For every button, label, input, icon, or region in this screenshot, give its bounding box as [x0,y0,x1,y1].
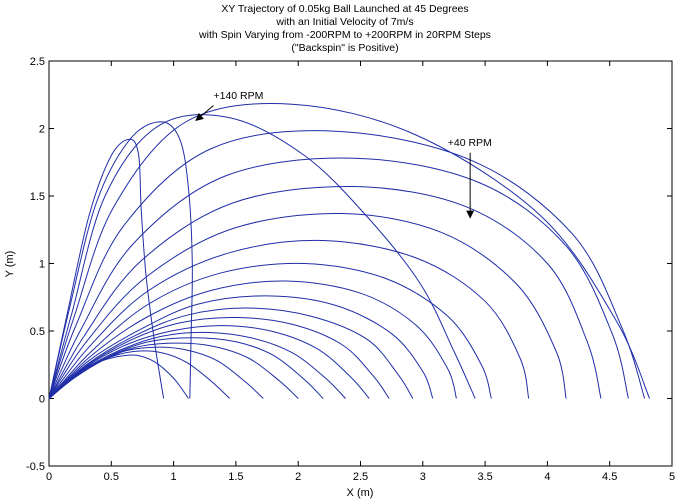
trajectory-curve-rpm--120 [48,337,324,399]
x-tick-label: 5 [669,471,675,483]
annotations: +140 RPM +40 RPM [195,90,492,219]
y-axis-label: Y (m) [4,251,16,278]
trajectory-curve-rpm-20 [48,262,492,399]
trajectory-curve-rpm-200 [48,138,165,399]
title-line-1: XY Trajectory of 0.05kg Ball Launched at… [221,3,468,15]
x-axis-label: X (m) [347,487,374,499]
plot-area [48,60,673,467]
x-tick-label: 1.5 [228,471,243,483]
y-tick-label: 0.5 [30,326,45,338]
x-tick-label: 4.5 [602,471,617,483]
title-line-4: ("Backspin" is Positive) [291,42,398,54]
y-tick-label: 2 [39,124,45,136]
annotation-label: +140 RPM [213,90,263,102]
trajectory-curve-rpm--60 [48,316,390,399]
trajectory-curve-rpm--40 [48,307,414,399]
trajectory-curve-rpm-160 [48,114,476,399]
trajectory-curve-rpm--140 [48,342,299,399]
x-tick-label: 3 [420,471,426,483]
y-tick-label: -0.5 [26,461,45,473]
y-tick-label: 2.5 [30,56,45,68]
x-tick-label: 2 [295,471,301,483]
trajectory-curve-rpm-120 [48,130,646,399]
x-tick-label: 0.5 [104,471,119,483]
trajectory-curve-rpm-80 [48,185,602,399]
y-tick-label: 0 [39,394,45,406]
title-line-2: with an Initial Velocity of 7m/s [275,16,413,28]
x-tick-label: 2.5 [353,471,368,483]
annotation-arrow [195,105,214,122]
x-tick-label: 3.5 [477,471,492,483]
trajectory-curve-rpm-180 [48,121,193,399]
trajectory-curve-rpm-40 [48,239,530,399]
trajectory-curves [48,103,651,399]
title-line-3: with Spin Varying from -200RPM to +200RP… [198,29,491,41]
trajectory-curve-rpm-0 [48,280,457,399]
trajectory-curve-rpm-140 [48,103,651,399]
annotation-label: +40 RPM [448,137,492,149]
axis-ticks: 0 0.5 1 1.5 2 2.5 3 3.5 4 4.5 5-0.500.511.522.5 [26,56,675,483]
chart-title: XY Trajectory of 0.05kg Ball Launched at… [198,3,491,54]
trajectory-curve-rpm--20 [48,295,434,399]
y-tick-label: 1.5 [30,191,45,203]
x-tick-label: 4 [544,471,550,483]
x-tick-label: 0 [46,471,52,483]
y-tick-label: 1 [39,259,45,271]
trajectory-curve-rpm--100 [48,331,346,399]
x-tick-label: 1 [171,471,177,483]
trajectory-curve-rpm-100 [48,157,629,399]
trajectory-curve-rpm-60 [48,213,567,399]
trajectory-curve-rpm--80 [48,325,370,399]
